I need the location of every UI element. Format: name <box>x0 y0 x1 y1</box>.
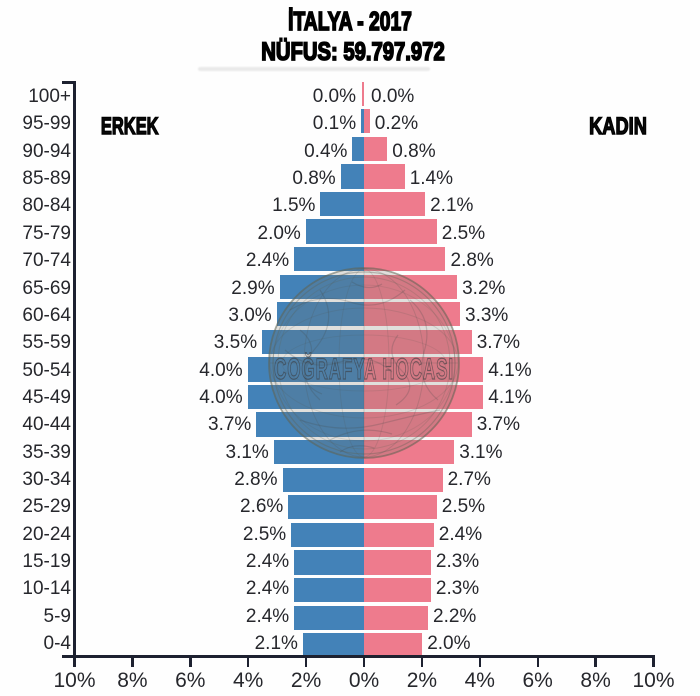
svg-text:COĞRAFYA HOCASI: COĞRAFYA HOCASI <box>274 352 454 386</box>
